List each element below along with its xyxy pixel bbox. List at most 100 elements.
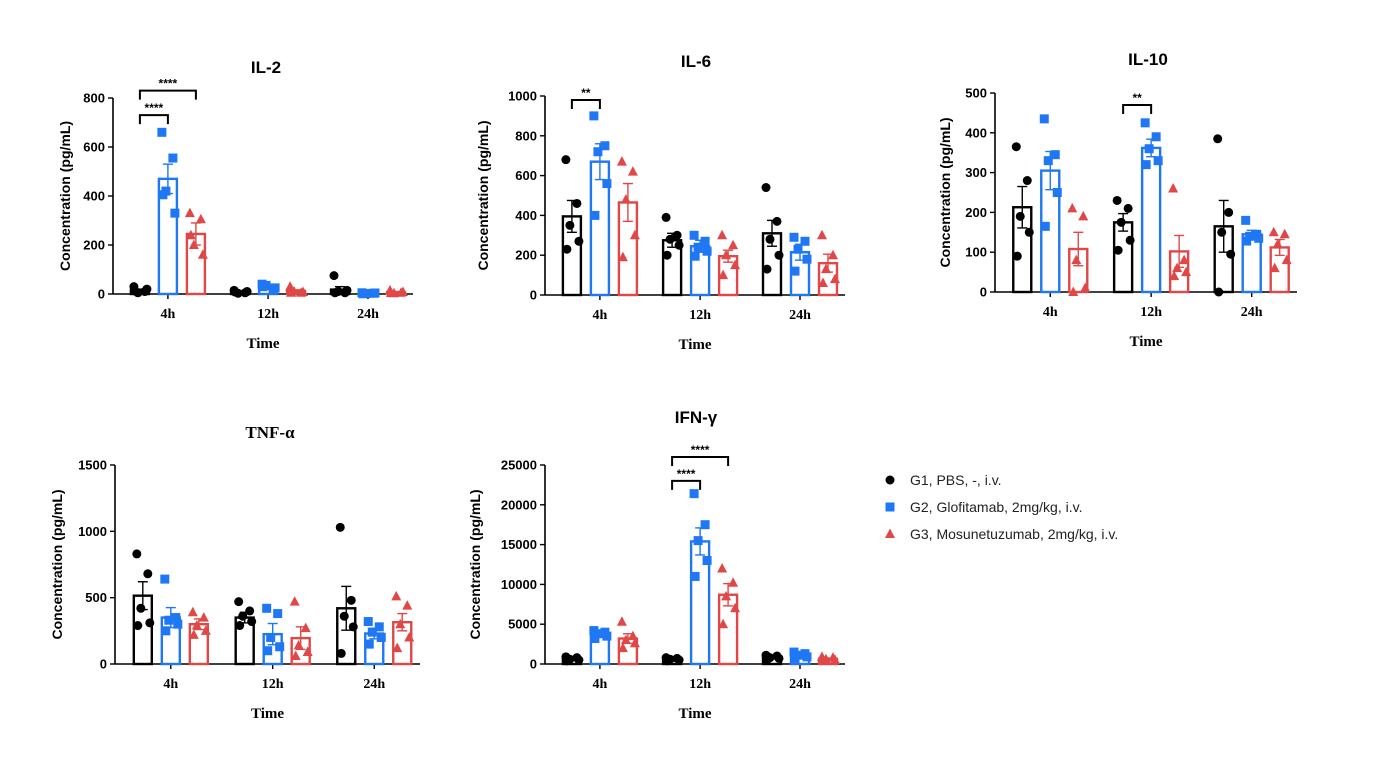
data-point-g1 bbox=[1123, 203, 1133, 213]
data-point-g1 bbox=[1226, 249, 1236, 259]
data-point-g3 bbox=[728, 239, 739, 250]
x-tick-label: 12h bbox=[257, 307, 279, 322]
data-point-g2 bbox=[1052, 188, 1062, 197]
legend-label: G1, PBS, -, i.v. bbox=[910, 472, 1002, 488]
data-point-g2 bbox=[700, 236, 710, 246]
y-tick-label: 100 bbox=[965, 245, 987, 260]
data-point-g1 bbox=[335, 522, 345, 532]
y-tick-label: 300 bbox=[965, 165, 987, 180]
y-tick-label: 15000 bbox=[501, 537, 537, 552]
data-point-g2 bbox=[1245, 231, 1255, 241]
data-point-g3 bbox=[302, 646, 313, 657]
y-tick-label: 10000 bbox=[501, 577, 537, 592]
y-axis-label: Concentration (pg/mL) bbox=[475, 120, 491, 270]
data-point-g2 bbox=[1254, 233, 1264, 243]
data-point-g2 bbox=[1140, 118, 1150, 128]
data-point-g3 bbox=[1067, 202, 1078, 213]
data-point-g3 bbox=[1172, 262, 1183, 273]
significance-bracket bbox=[570, 98, 601, 109]
data-point-g1 bbox=[238, 611, 248, 621]
data-point-g3 bbox=[1168, 183, 1179, 193]
data-point-g3 bbox=[398, 286, 408, 297]
data-point-g1 bbox=[1024, 227, 1034, 237]
data-point-g3 bbox=[717, 562, 728, 573]
data-point-g1 bbox=[348, 622, 358, 632]
data-point-g2 bbox=[602, 631, 612, 641]
data-point-g1 bbox=[1022, 176, 1032, 186]
data-point-g1 bbox=[1012, 251, 1022, 261]
x-axis-label: Time bbox=[1129, 334, 1162, 350]
data-point-g2 bbox=[367, 627, 377, 637]
data-point-g2 bbox=[1050, 150, 1060, 160]
x-tick-label: 24h bbox=[789, 308, 811, 323]
legend-marker-g3 bbox=[885, 528, 895, 538]
y-tick-label: 200 bbox=[965, 205, 987, 220]
data-point-g1 bbox=[774, 653, 784, 663]
data-point-g1 bbox=[1113, 245, 1123, 255]
data-point-g1 bbox=[235, 621, 245, 631]
significance-label: **** bbox=[159, 77, 178, 91]
data-point-g2 bbox=[600, 141, 610, 151]
data-point-g1 bbox=[574, 236, 584, 246]
significance-bracket bbox=[671, 479, 702, 490]
significance-bracket bbox=[138, 89, 197, 100]
data-point-g3 bbox=[818, 277, 828, 288]
data-point-g3 bbox=[1281, 254, 1292, 265]
data-point-g1 bbox=[761, 183, 771, 193]
data-point-g2 bbox=[1040, 221, 1050, 231]
y-tick-label: 0 bbox=[980, 285, 987, 300]
data-point-g3 bbox=[617, 251, 628, 262]
y-tick-label: 1000 bbox=[508, 89, 537, 104]
x-tick-label: 12h bbox=[689, 308, 711, 323]
data-point-g3 bbox=[718, 618, 729, 629]
data-point-g2 bbox=[689, 489, 699, 499]
data-point-g1 bbox=[1116, 217, 1126, 227]
data-point-g1 bbox=[133, 621, 143, 631]
data-point-g1 bbox=[136, 603, 146, 613]
y-tick-label: 200 bbox=[515, 248, 537, 263]
x-axis-label: Time bbox=[246, 336, 279, 352]
chart-title: TNF-α bbox=[245, 423, 295, 442]
x-tick-label: 12h bbox=[262, 677, 284, 692]
data-point-g1 bbox=[572, 198, 582, 208]
data-point-g3 bbox=[620, 193, 631, 204]
data-point-g2 bbox=[700, 520, 710, 530]
y-tick-label: 500 bbox=[85, 590, 107, 605]
data-point-g1 bbox=[762, 264, 772, 274]
data-point-g2 bbox=[364, 639, 374, 649]
y-tick-label: 200 bbox=[83, 238, 105, 253]
data-point-g1 bbox=[662, 656, 672, 666]
y-tick-label: 0 bbox=[530, 288, 537, 303]
data-point-g2 bbox=[800, 236, 810, 246]
data-point-g1 bbox=[1125, 235, 1135, 245]
data-point-g1 bbox=[130, 286, 140, 296]
data-point-g2 bbox=[1151, 132, 1161, 142]
y-tick-label: 500 bbox=[965, 86, 987, 101]
data-point-g1 bbox=[230, 287, 240, 297]
data-point-g3 bbox=[391, 590, 402, 601]
data-point-g1 bbox=[145, 618, 155, 628]
data-point-g1 bbox=[662, 250, 672, 260]
data-point-g1 bbox=[1213, 134, 1223, 144]
data-point-g3 bbox=[730, 259, 741, 270]
data-point-g2 bbox=[262, 603, 272, 613]
data-point-g1 bbox=[339, 611, 349, 621]
data-point-g1 bbox=[336, 648, 346, 658]
data-point-g3 bbox=[285, 281, 296, 291]
data-point-g2 bbox=[161, 626, 171, 636]
data-point-g2 bbox=[1241, 215, 1251, 225]
data-point-g2 bbox=[363, 617, 373, 627]
data-point-g2 bbox=[690, 251, 700, 261]
legend-marker-g2 bbox=[885, 502, 895, 512]
legend-label: G2, Glofitamab, 2mg/kg, i.v. bbox=[910, 499, 1082, 515]
data-point-g1 bbox=[562, 244, 572, 254]
data-point-g1 bbox=[1224, 207, 1234, 217]
data-point-g1 bbox=[1217, 227, 1227, 237]
data-point-g3 bbox=[290, 650, 301, 661]
data-point-g3 bbox=[830, 654, 840, 665]
data-point-g2 bbox=[689, 230, 699, 240]
data-point-g3 bbox=[289, 596, 300, 606]
data-point-g2 bbox=[702, 556, 712, 566]
data-point-g3 bbox=[617, 642, 628, 653]
